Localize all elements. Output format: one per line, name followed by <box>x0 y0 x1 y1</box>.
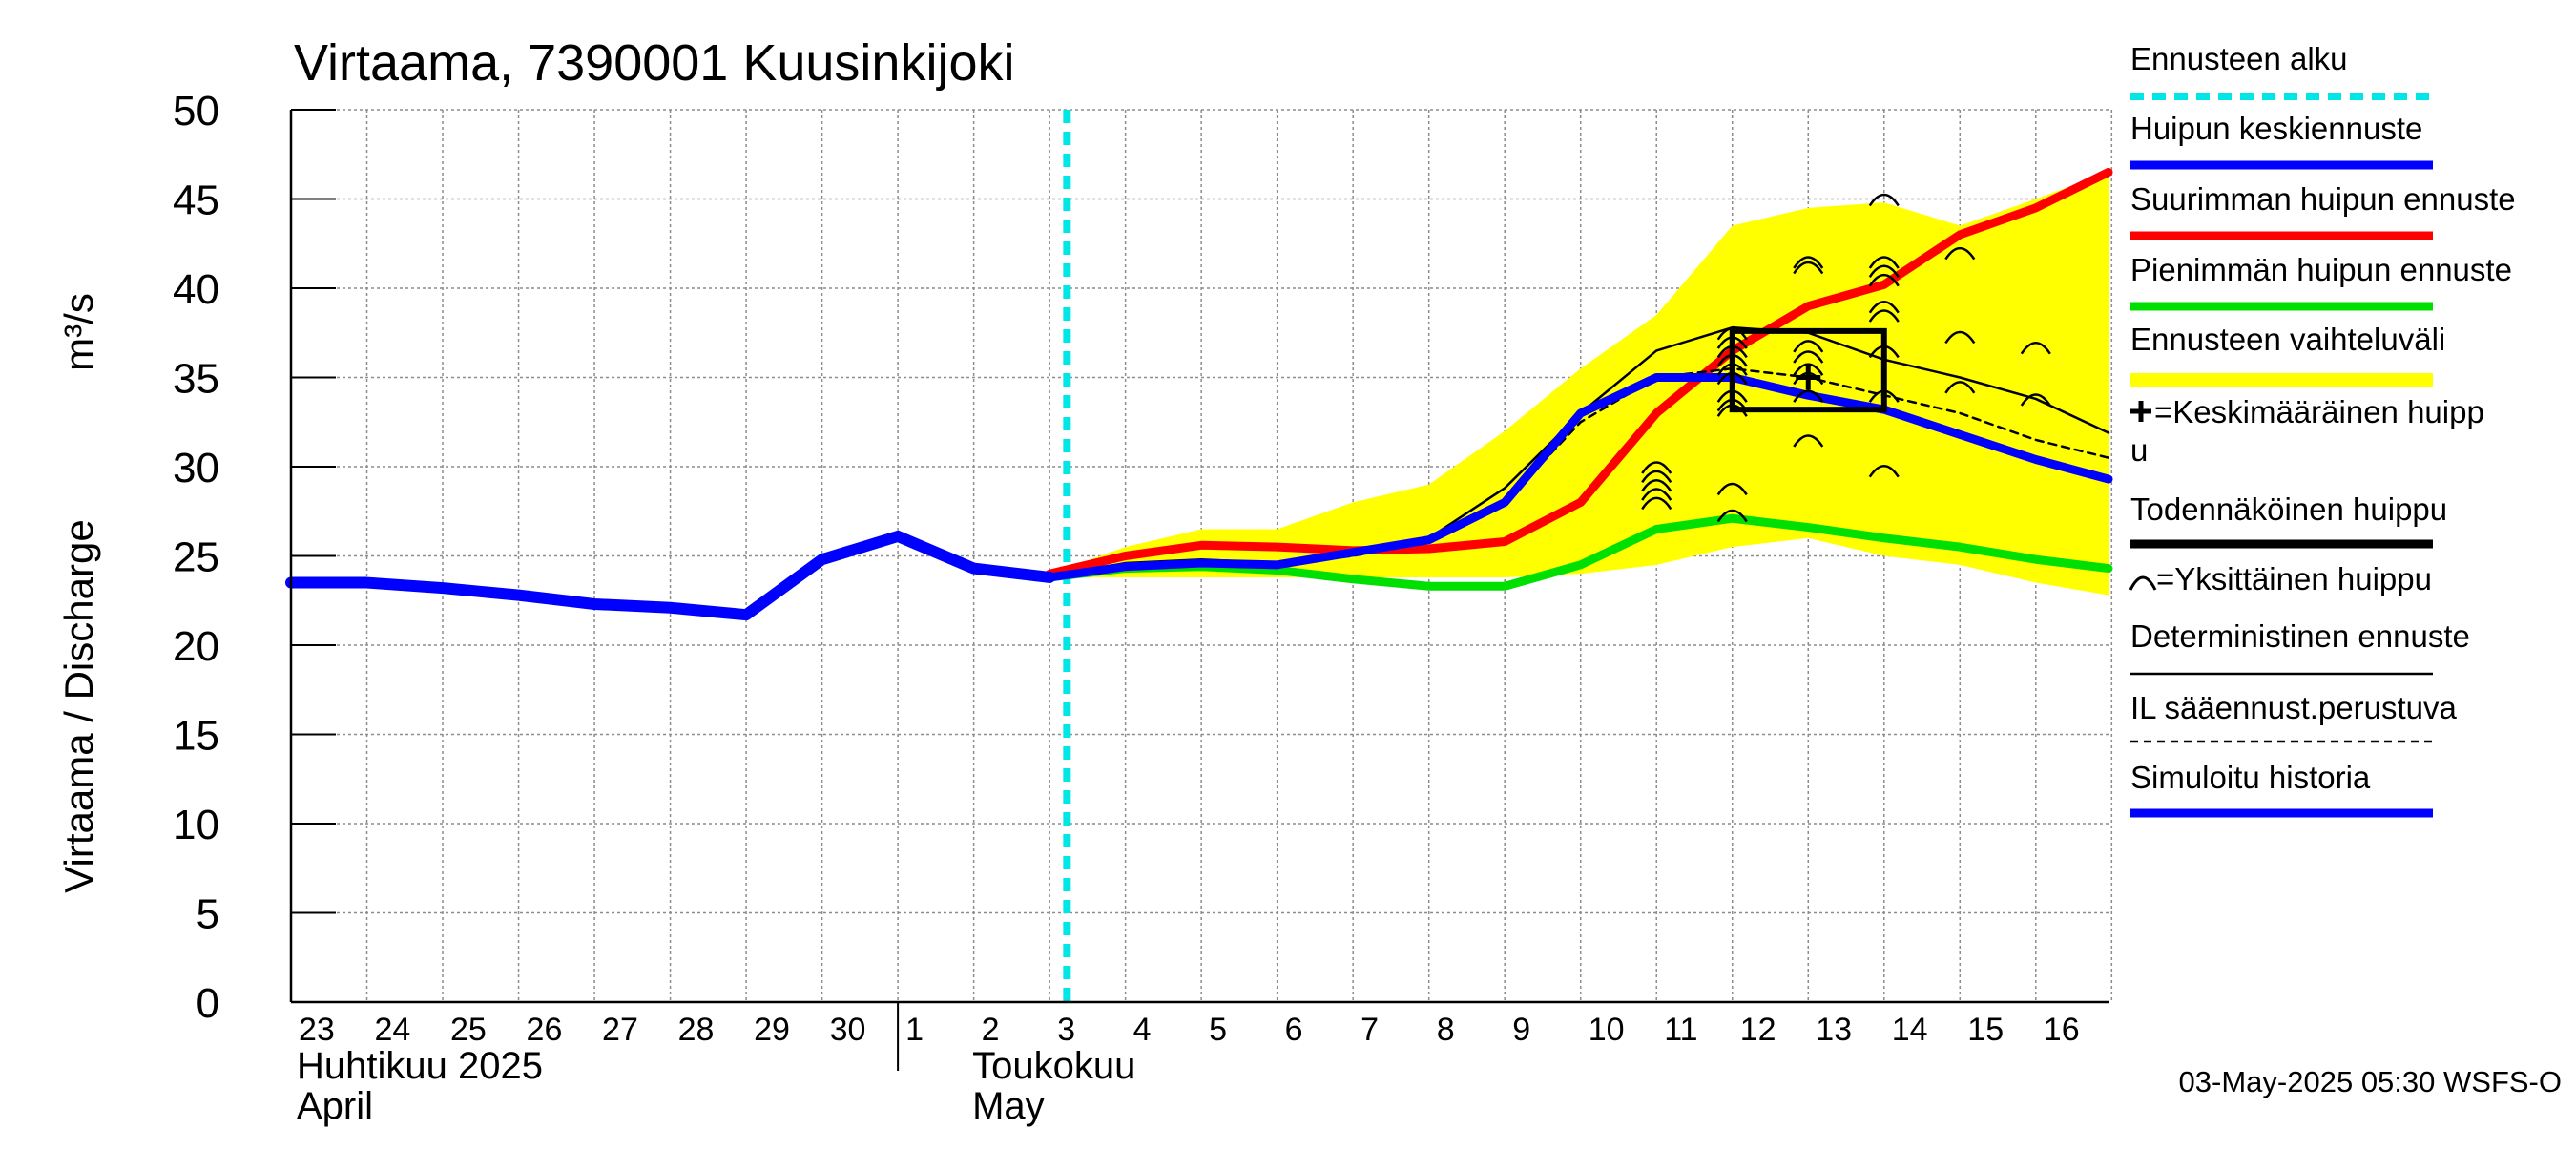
single-peak-marker <box>1944 330 1976 345</box>
y-tick-label: 30 <box>173 445 219 491</box>
y-tick-label: 45 <box>173 178 219 224</box>
month-label-en: April <box>297 1085 373 1127</box>
single-peak-marker <box>1793 261 1824 275</box>
x-tick-label: 23 <box>299 1012 335 1048</box>
y-axis-unit: m³/s <box>56 293 101 371</box>
y-tick-label: 10 <box>173 802 219 848</box>
x-tick-label: 2 <box>982 1012 1000 1048</box>
chart-title: Virtaama, 7390001 Kuusinkijoki <box>294 34 1014 92</box>
y-tick-label: 15 <box>173 713 219 760</box>
single-peak-marker <box>1716 509 1748 523</box>
x-tick-label: 29 <box>754 1012 790 1048</box>
x-tick-label: 9 <box>1512 1012 1530 1048</box>
y-tick-label: 0 <box>197 980 219 1027</box>
single-peak-marker <box>1641 478 1672 492</box>
legend-label: =Keskimääräinen huipp <box>2154 394 2484 429</box>
x-tick-label: 12 <box>1740 1012 1776 1048</box>
single-peak-marker <box>1641 470 1672 484</box>
series-line-suurimman-huipun-ennuste <box>1045 167 2113 578</box>
month-label-en: May <box>972 1085 1045 1127</box>
single-peak-marker <box>1716 482 1748 496</box>
single-peak-marker <box>1793 256 1824 269</box>
single-peak-marker <box>1944 381 1976 394</box>
x-tick-label: 24 <box>375 1012 411 1048</box>
y-axis-label: Virtaama / Discharge <box>56 519 101 892</box>
legend-arc-icon <box>2129 575 2157 591</box>
x-tick-label: 1 <box>905 1012 924 1048</box>
legend-label-continued: u <box>2130 432 2148 468</box>
legend-label: Simuloitu historia <box>2130 760 2371 795</box>
single-peak-marker <box>1641 496 1672 511</box>
single-peak-marker <box>1868 264 1900 279</box>
y-tick-label: 40 <box>173 266 219 313</box>
y-tick-label: 50 <box>173 88 219 135</box>
legend-label: Ennusteen alku <box>2130 41 2348 76</box>
single-peak-marker <box>1868 193 1900 207</box>
x-tick-label: 6 <box>1285 1012 1303 1048</box>
x-tick-label: 4 <box>1133 1012 1152 1048</box>
timestamp-footer: 03-May-2025 05:30 WSFS-O <box>2179 1065 2562 1098</box>
x-tick-label: 8 <box>1437 1012 1455 1048</box>
single-peak-marker <box>1944 246 1976 261</box>
x-tick-label: 16 <box>2044 1012 2080 1048</box>
x-tick-label: 14 <box>1892 1012 1928 1048</box>
x-tick-label: 11 <box>1664 1012 1697 1048</box>
x-tick-label: 3 <box>1057 1012 1075 1048</box>
x-tick-label: 26 <box>527 1012 563 1048</box>
x-tick-label: 28 <box>678 1012 715 1048</box>
x-tick-label: 25 <box>450 1012 487 1048</box>
y-tick-label: 25 <box>173 534 219 581</box>
legend: Ennusteen alku Huipun keskiennuste Suurimm… <box>2129 41 2516 818</box>
legend-label: Ennusteen vaihteluväli <box>2130 322 2445 357</box>
single-peak-marker <box>1868 256 1900 269</box>
legend-label: Pienimmän huipun ennuste <box>2130 252 2512 287</box>
single-peak-marker <box>2020 341 2051 355</box>
mean-peak-marker <box>1796 365 1821 390</box>
single-peak-marker <box>1641 488 1672 501</box>
single-peak-marker <box>2020 393 2051 407</box>
legend-label: Huipun keskiennuste <box>2130 111 2422 146</box>
x-tick-label: 27 <box>602 1012 638 1048</box>
single-peak-marker <box>1793 340 1824 353</box>
probable-peak-box <box>1729 327 1887 413</box>
month-label-fi: Toukokuu <box>972 1045 1135 1087</box>
x-tick-label: 15 <box>1967 1012 2004 1048</box>
x-tick-label: 5 <box>1209 1012 1227 1048</box>
y-tick-label: 20 <box>173 623 219 670</box>
y-tick-label: 5 <box>197 891 219 938</box>
x-tick-label: 10 <box>1589 1012 1625 1048</box>
legend-label: Todennäköinen huippu <box>2130 491 2447 527</box>
single-peak-marker <box>1641 461 1672 474</box>
legend-label: IL sääennust.perustuva <box>2130 690 2457 725</box>
x-tick-label: 13 <box>1816 1012 1852 1048</box>
legend-label: =Yksittäinen huippu <box>2156 561 2432 596</box>
single-peak-marker <box>1793 350 1824 364</box>
x-tick-label: 7 <box>1361 1012 1379 1048</box>
single-peak-marker <box>1868 273 1900 287</box>
series-line-huipun-keskiennuste <box>1045 373 2113 582</box>
peak-markers <box>1641 193 2051 523</box>
series-layer <box>285 110 2113 1002</box>
legend-cross-icon <box>2130 401 2151 422</box>
x-tick-label: 30 <box>830 1012 866 1048</box>
single-peak-marker <box>1793 434 1824 448</box>
single-peak-marker <box>1868 309 1900 323</box>
month-label-fi: Huhtikuu 2025 <box>297 1045 543 1087</box>
single-peak-marker <box>1868 300 1900 314</box>
single-peak-marker <box>1793 389 1824 403</box>
series-line-simuloitu-historia <box>285 530 1056 621</box>
single-peak-marker <box>1868 465 1900 478</box>
series-band-ennusteen-vaihteluvali <box>1049 172 2109 596</box>
single-peak-marker <box>1793 363 1824 376</box>
legend-label: Deterministinen ennuste <box>2130 618 2470 654</box>
y-tick-label: 35 <box>173 356 219 403</box>
legend-label: Suurimman huipun ennuste <box>2130 181 2516 217</box>
